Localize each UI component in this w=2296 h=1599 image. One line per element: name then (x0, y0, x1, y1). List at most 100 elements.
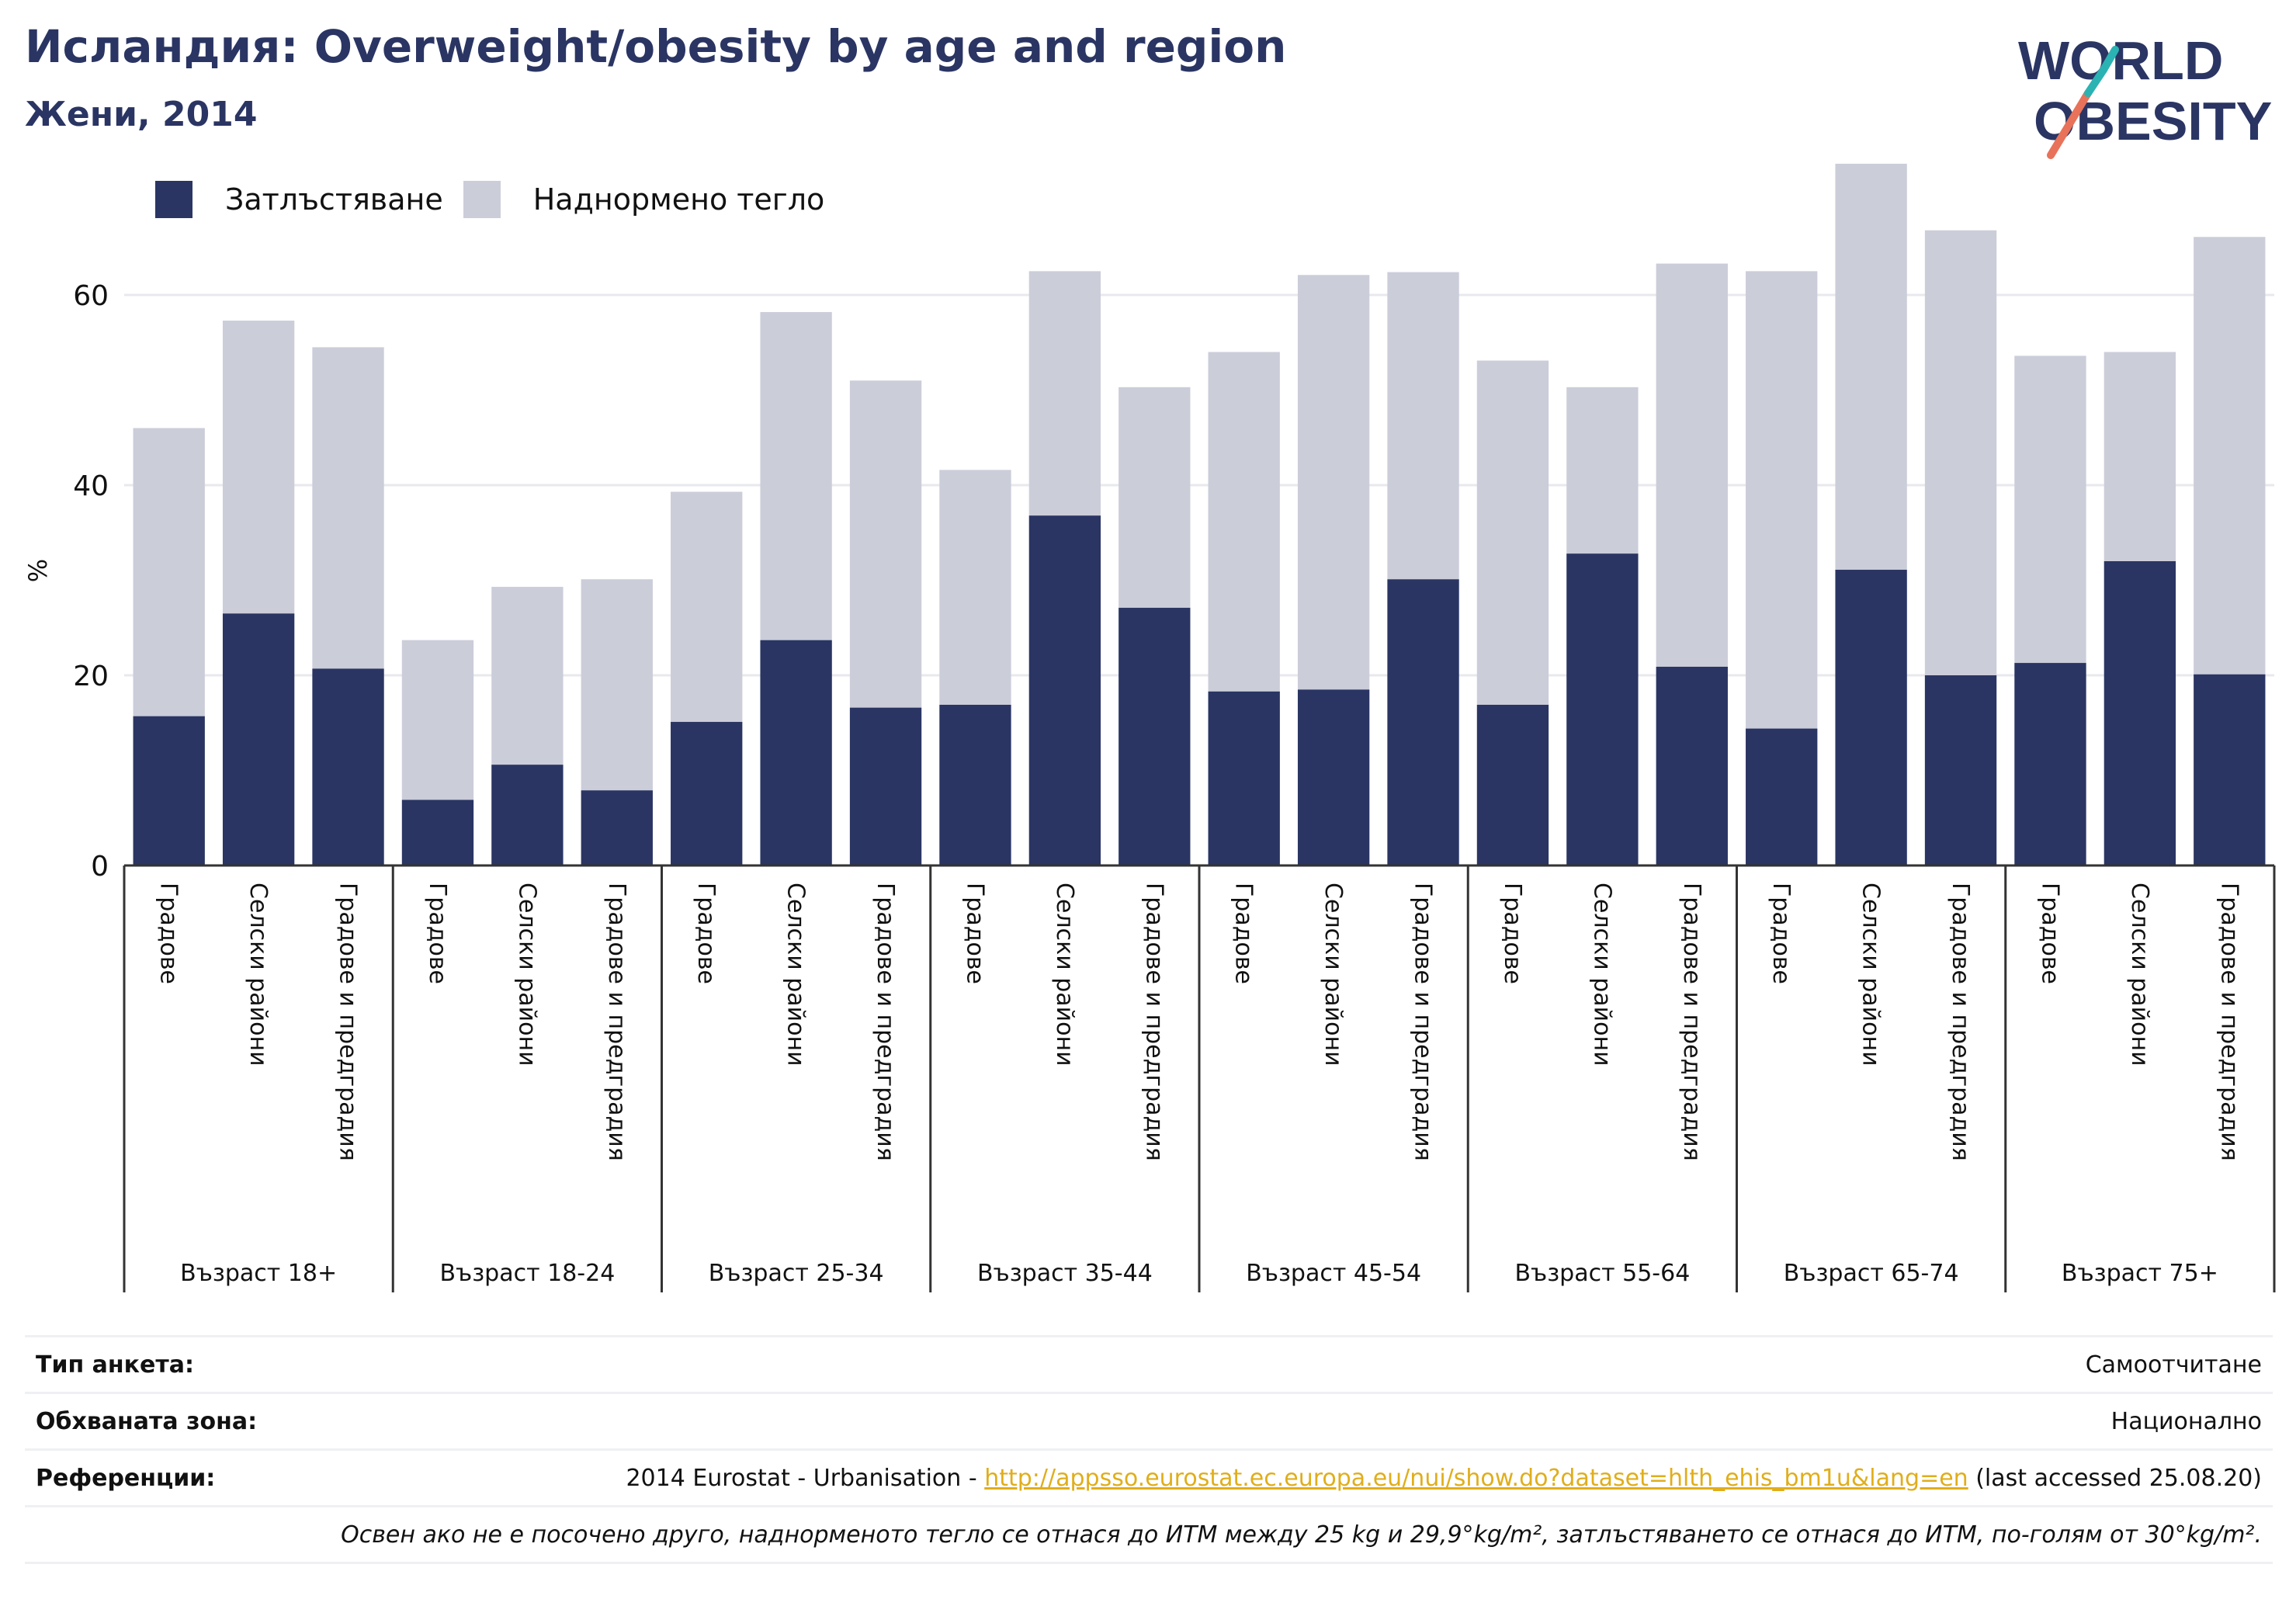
bar-overweight (1387, 272, 1459, 580)
bar-overweight (1835, 163, 1907, 571)
x-tick-label: Градове (155, 883, 182, 984)
group-label: Възраст 18-24 (439, 1260, 615, 1287)
group-label: Възраст 18+ (180, 1260, 337, 1287)
x-tick-label: Селски райони (1320, 883, 1347, 1067)
x-tick-label: Градове (2036, 883, 2063, 984)
x-tick-label: Градове и предградия (1678, 883, 1705, 1161)
bar-overweight (1746, 271, 1818, 729)
legend-label-obesity: Затлъстяване (225, 182, 443, 217)
bar-overweight (2014, 356, 2086, 664)
x-tick-label: Селски райони (1051, 883, 1078, 1067)
coverage-value: Национално (2110, 1407, 2262, 1435)
bar-overweight (1656, 263, 1728, 667)
x-tick-label: Градове и предградия (1947, 883, 1974, 1161)
chart-title: Исландия: Overweight/obesity by age and … (25, 20, 1287, 73)
bar-obesity (2194, 674, 2266, 865)
x-tick-label: Градове и предградия (872, 883, 899, 1161)
x-tick-label: Градове (961, 883, 988, 984)
y-axis-label: % (23, 559, 53, 582)
survey-type-value: Самоотчитане (2085, 1351, 2262, 1379)
bar-obesity (1297, 689, 1370, 865)
chart-footer: Тип анкета: Самоотчитане Обхваната зона:… (25, 1335, 2273, 1564)
bar-overweight (671, 491, 743, 723)
coverage-label: Обхваната зона: (36, 1407, 258, 1435)
x-tick-label: Селски райони (1857, 883, 1885, 1067)
bar-obesity (1656, 666, 1728, 865)
bar-obesity (1835, 570, 1907, 865)
y-tick-label: 0 (91, 851, 109, 883)
x-tick-label: Градове (1230, 883, 1257, 984)
stacked-bar-chart: 0 20 40 60% Градове Селски райони Градове и пр… (23, 163, 2276, 1292)
x-tick-label: Селски райони (1588, 883, 1615, 1067)
bar-obesity (849, 707, 922, 865)
group-label: Възраст 65-74 (1784, 1260, 1959, 1287)
bar-overweight (491, 587, 564, 765)
bar-obesity (1208, 691, 1280, 865)
y-tick-label: 20 (73, 661, 109, 692)
bar-obesity (1566, 553, 1639, 865)
coverage-row: Обхваната зона: Национално (25, 1392, 2273, 1448)
bar-obesity (1924, 675, 1997, 865)
x-tick-label: Градове и предградия (335, 883, 362, 1161)
references-label: Референции: (36, 1464, 216, 1492)
bar-obesity (1028, 515, 1101, 865)
bar-overweight (1924, 230, 1997, 675)
bar-obesity (133, 716, 205, 865)
x-tick-label: Селски райони (2126, 883, 2153, 1067)
x-tick-label: Градове (1767, 883, 1795, 984)
bar-obesity (671, 722, 743, 865)
bar-obesity (939, 704, 1011, 865)
bar-obesity (491, 765, 564, 865)
svg-text:WORLD: WORLD (2018, 30, 2223, 91)
bar-obesity (222, 613, 295, 865)
group-label: Възраст 45-54 (1246, 1260, 1421, 1287)
references-row: Референции: 2014 Eurostat - Urbanisation… (25, 1448, 2273, 1505)
group-label: Възраст 25-34 (709, 1260, 884, 1287)
bar-obesity (1746, 728, 1818, 865)
bar-overweight (760, 312, 832, 640)
group-label: Възраст 75+ (2062, 1260, 2218, 1287)
chart-subtitle: Жени, 2014 (25, 95, 258, 134)
legend-swatch-overweight (463, 181, 501, 218)
x-tick-label: Градове и предградия (1140, 883, 1167, 1161)
bar-overweight (1476, 360, 1549, 705)
bar-overweight (222, 321, 295, 614)
x-tick-label: Градове и предградия (1410, 883, 1437, 1161)
bar-overweight (849, 380, 922, 708)
bar-overweight (401, 640, 474, 800)
bar-overweight (133, 428, 205, 716)
group-label: Възраст 55-64 (1514, 1260, 1690, 1287)
bar-overweight (1208, 352, 1280, 692)
bar-overweight (581, 579, 653, 791)
bar-obesity (1119, 608, 1191, 865)
bar-obesity (581, 790, 653, 865)
x-tick-label: Селски райони (245, 883, 272, 1067)
x-tick-label: Селски райони (513, 883, 540, 1067)
group-label: Възраст 35-44 (977, 1260, 1153, 1287)
bar-overweight (939, 470, 1011, 705)
bar-obesity (760, 640, 832, 865)
x-tick-label: Градове (1499, 883, 1526, 984)
bar-obesity (1387, 579, 1459, 865)
x-tick-label: Градове (692, 883, 720, 984)
x-tick-label: Градове и предградия (2215, 883, 2242, 1161)
definition-note-row: Освен ако не е посочено друго, наднормен… (25, 1505, 2273, 1564)
bar-obesity (2014, 663, 2086, 865)
bar-overweight (1566, 387, 1639, 554)
y-tick-label: 40 (73, 470, 109, 502)
chart-legend: Затлъстяване Наднормено тегло (155, 180, 845, 219)
reference-link[interactable]: http://appsso.eurostat.ec.europa.eu/nui/… (984, 1464, 1968, 1492)
bar-overweight (1028, 271, 1101, 516)
bar-obesity (1476, 704, 1549, 865)
bar-overweight (2194, 237, 2266, 675)
reference-accessed: (last accessed 25.08.20) (1968, 1464, 2262, 1492)
definition-note: Освен ако не е посочено друго, наднормен… (341, 1521, 2262, 1549)
references-value: 2014 Eurostat - Urbanisation - http://ap… (626, 1465, 2262, 1492)
bar-obesity (2104, 561, 2176, 865)
survey-type-label: Тип анкета: (36, 1351, 194, 1379)
y-tick-label: 60 (73, 280, 109, 312)
x-tick-label: Селски райони (782, 883, 810, 1067)
bar-overweight (312, 347, 384, 669)
legend-swatch-obesity (155, 181, 192, 218)
bar-overweight (2104, 352, 2176, 561)
